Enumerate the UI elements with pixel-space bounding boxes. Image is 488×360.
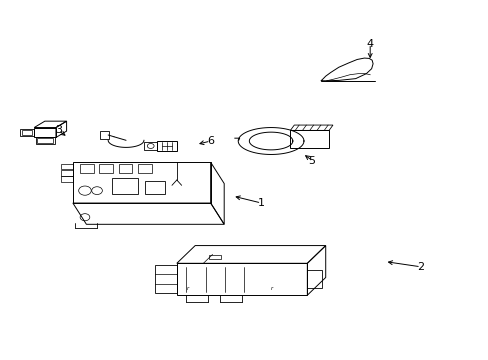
Text: 6: 6 <box>207 136 214 146</box>
Text: r: r <box>270 286 273 291</box>
Text: 1: 1 <box>257 198 264 208</box>
Text: 4: 4 <box>366 39 373 49</box>
Text: 5: 5 <box>308 156 315 166</box>
Text: 3: 3 <box>55 125 62 135</box>
Text: 2: 2 <box>417 262 424 272</box>
Text: r: r <box>186 286 188 291</box>
